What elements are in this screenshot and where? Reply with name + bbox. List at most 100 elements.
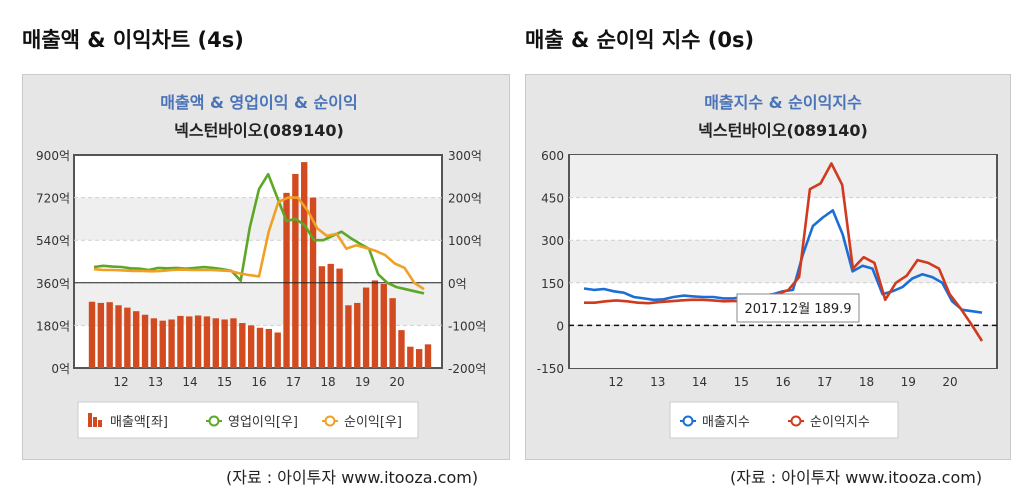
x-tick-label: 19: [355, 375, 370, 389]
x-tick-label: 20: [389, 375, 404, 389]
revenue-bar: [133, 311, 140, 368]
right-grid-band: [570, 325, 996, 368]
legend-item[interactable]: 순이익[우]: [322, 415, 402, 430]
x-tick-label: 12: [608, 375, 623, 389]
revenue-bar: [141, 314, 149, 368]
line-legend-marker: [324, 415, 336, 427]
revenue-bar: [159, 320, 166, 368]
revenue-bar: [380, 283, 387, 368]
x-tick-label: 17: [817, 375, 832, 389]
revenue-bar: [106, 302, 113, 368]
right-section-title: 매출 & 순이익 지수 (0s): [525, 28, 755, 52]
revenue-bar: [221, 319, 228, 368]
left-y-tick-label: 180억: [36, 319, 70, 333]
revenue-bar: [301, 162, 308, 368]
revenue-bar: [389, 298, 396, 368]
revenue-bar: [398, 330, 405, 368]
legend-item[interactable]: 순이익지수: [788, 415, 870, 430]
left-y-tick-label: 0억: [51, 362, 70, 376]
x-tick-label: 19: [901, 375, 916, 389]
right-y-tick-label: 300억: [448, 149, 482, 163]
left-y-tick-label: 900억: [36, 149, 70, 163]
revenue-bar: [371, 280, 379, 368]
revenue-bar: [168, 319, 175, 368]
left-section-title: 매출액 & 이익차트 (4s): [22, 28, 244, 52]
left-legend-box: [77, 401, 419, 439]
bar-legend-icon: [88, 413, 92, 427]
revenue-bar: [283, 192, 290, 368]
legend-item[interactable]: 매출지수: [680, 415, 750, 430]
revenue-bar: [97, 302, 105, 368]
left-chart-title: 매출액 & 영업이익 & 순이익: [160, 93, 357, 112]
revenue-bar: [212, 318, 219, 368]
right-y-tick-label: 0억: [448, 277, 467, 291]
revenue-bar: [115, 305, 122, 368]
revenue-bar: [186, 316, 193, 368]
net-profit-line: [93, 196, 425, 291]
x-tick-label: 13: [650, 375, 665, 389]
tooltip: 2017.12월 189.9: [736, 293, 860, 323]
right-grid-band: [570, 155, 996, 198]
revenue-bar: [194, 315, 202, 368]
y-tick-label: 450: [541, 192, 564, 206]
y-tick-label: 600: [541, 149, 564, 163]
revenue-bar: [177, 315, 184, 368]
revenue-bar: [327, 263, 334, 368]
x-tick-label: 14: [182, 375, 197, 389]
x-tick-label: 14: [692, 375, 707, 389]
x-tick-label: 17: [286, 375, 301, 389]
right-source-note: (자료 : 아이투자 www.itooza.com): [730, 468, 983, 487]
bar-legend-icon: [93, 417, 97, 427]
left-grid-band: [75, 197, 441, 241]
tooltip-box: [736, 293, 860, 323]
line-legend-marker: [682, 415, 694, 427]
legend-item[interactable]: 매출액[좌]: [88, 413, 168, 430]
revenue-bar: [362, 287, 370, 368]
right-y-tick-label: 200억: [448, 192, 482, 206]
left-y-tick-label: 720억: [36, 192, 70, 206]
x-tick-label: 13: [148, 375, 163, 389]
revenue-bar: [354, 302, 361, 368]
revenue-bar: [424, 344, 432, 368]
right-y-tick-label: -200억: [448, 362, 486, 376]
legend-label: 영업이익[우]: [228, 415, 298, 430]
left-y-tick-label: 360억: [36, 277, 70, 291]
legend-label: 매출액[좌]: [110, 415, 168, 430]
legend-label: 순이익지수: [810, 415, 870, 430]
left-chart-subtitle: 넥스턴바이오(089140): [174, 121, 344, 140]
line-legend-marker: [790, 415, 802, 427]
revenue-bar: [274, 332, 281, 368]
revenue-bar: [345, 305, 352, 368]
right-legend-box: [669, 401, 899, 439]
revenue-bar: [336, 268, 343, 368]
y-tick-label: 300: [541, 234, 564, 248]
x-tick-label: 16: [251, 375, 266, 389]
net-profit-index-line: [584, 162, 984, 342]
revenue-bar: [124, 307, 131, 368]
left-y-tick-label: 540억: [36, 234, 70, 248]
right-y-tick-label: 100억: [448, 234, 482, 248]
x-tick-label: 18: [320, 375, 335, 389]
revenue-bar: [292, 173, 299, 368]
revenue-bar: [88, 301, 96, 368]
tooltip-text: 2017.12월 189.9: [744, 302, 851, 317]
legend-item[interactable]: 영업이익[우]: [206, 415, 298, 430]
y-tick-label: -150: [537, 362, 564, 376]
legend-label: 순이익[우]: [344, 415, 402, 430]
x-tick-label: 16: [775, 375, 790, 389]
revenue-bar: [150, 318, 158, 368]
x-tick-label: 20: [942, 375, 957, 389]
revenue-bar: [230, 318, 237, 368]
revenue-bar: [239, 323, 246, 368]
x-tick-label: 15: [734, 375, 749, 389]
revenue-bar: [256, 327, 264, 368]
x-tick-label: 12: [113, 375, 128, 389]
legend-label: 매출지수: [702, 415, 750, 430]
x-tick-label: 15: [217, 375, 232, 389]
right-chart-title: 매출지수 & 순이익지수: [704, 93, 862, 112]
right-chart-subtitle: 넥스턴바이오(089140): [698, 121, 868, 140]
bar-legend-icon: [98, 420, 102, 427]
line-legend-marker: [208, 415, 220, 427]
revenue-bar: [203, 316, 211, 368]
